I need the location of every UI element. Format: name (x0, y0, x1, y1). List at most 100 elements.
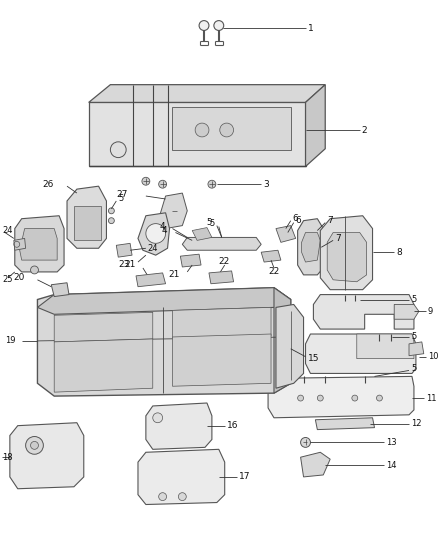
Circle shape (214, 21, 224, 30)
Polygon shape (146, 403, 212, 449)
Text: 20: 20 (13, 273, 25, 282)
Circle shape (208, 180, 216, 188)
Polygon shape (298, 219, 323, 275)
Polygon shape (327, 232, 367, 282)
Polygon shape (20, 229, 57, 260)
Polygon shape (274, 288, 291, 393)
Polygon shape (268, 376, 414, 418)
Polygon shape (14, 238, 26, 250)
Text: 8: 8 (396, 248, 402, 257)
Polygon shape (15, 216, 64, 272)
Text: 17: 17 (239, 472, 250, 481)
Circle shape (377, 395, 382, 401)
Polygon shape (276, 304, 304, 388)
Circle shape (220, 123, 233, 137)
Text: 12: 12 (411, 419, 421, 428)
Polygon shape (315, 418, 374, 430)
Text: 4: 4 (162, 226, 168, 235)
Text: 5: 5 (411, 295, 416, 304)
Text: 16: 16 (227, 421, 238, 430)
Text: 11: 11 (426, 393, 436, 402)
Circle shape (159, 180, 166, 188)
Polygon shape (180, 254, 201, 267)
Polygon shape (173, 308, 271, 339)
Circle shape (153, 413, 162, 423)
Polygon shape (300, 453, 330, 477)
Text: 24: 24 (148, 244, 158, 253)
Text: 21: 21 (125, 260, 136, 269)
Polygon shape (138, 449, 225, 505)
Polygon shape (394, 304, 419, 319)
Text: 5: 5 (411, 364, 416, 373)
Text: 15: 15 (307, 354, 319, 363)
Circle shape (178, 492, 186, 500)
Circle shape (109, 217, 114, 224)
Text: 1: 1 (307, 24, 313, 33)
Polygon shape (117, 244, 132, 257)
Circle shape (110, 142, 126, 158)
Polygon shape (261, 250, 281, 262)
Circle shape (298, 395, 304, 401)
Circle shape (142, 177, 150, 185)
Text: 7: 7 (335, 234, 341, 243)
Polygon shape (306, 334, 416, 374)
Polygon shape (10, 423, 84, 489)
Polygon shape (314, 295, 414, 329)
Circle shape (352, 395, 358, 401)
Polygon shape (138, 213, 170, 255)
Text: 5: 5 (210, 219, 215, 228)
Polygon shape (38, 288, 291, 314)
Polygon shape (160, 193, 187, 229)
Text: 14: 14 (386, 461, 397, 470)
Polygon shape (357, 334, 414, 359)
Circle shape (146, 224, 166, 244)
Polygon shape (38, 288, 291, 396)
Text: 5: 5 (207, 218, 212, 227)
Polygon shape (54, 312, 153, 342)
Circle shape (195, 123, 209, 137)
Text: 2: 2 (362, 125, 367, 134)
Polygon shape (409, 342, 424, 356)
Text: 10: 10 (428, 352, 438, 361)
Circle shape (300, 438, 311, 447)
Polygon shape (51, 283, 69, 296)
Text: 5: 5 (118, 195, 124, 204)
Circle shape (26, 437, 43, 454)
Polygon shape (74, 206, 101, 240)
Text: 3: 3 (263, 180, 269, 189)
Circle shape (199, 21, 209, 30)
Text: 22: 22 (219, 256, 230, 265)
Polygon shape (173, 107, 291, 150)
Text: 9: 9 (428, 307, 433, 316)
Text: 6: 6 (296, 216, 301, 225)
Text: 22: 22 (268, 268, 279, 277)
Text: 19: 19 (5, 336, 15, 345)
Circle shape (318, 395, 323, 401)
Text: 21: 21 (168, 270, 180, 279)
Polygon shape (182, 237, 261, 250)
Polygon shape (136, 273, 166, 287)
Polygon shape (67, 186, 106, 248)
Polygon shape (173, 334, 271, 386)
Polygon shape (54, 339, 153, 392)
Text: 26: 26 (43, 180, 54, 189)
Text: 25: 25 (2, 276, 12, 284)
Polygon shape (209, 271, 233, 284)
Circle shape (31, 266, 39, 274)
Text: 6: 6 (293, 214, 298, 223)
Text: 18: 18 (2, 453, 13, 462)
Circle shape (109, 208, 114, 214)
Polygon shape (306, 85, 325, 166)
Polygon shape (276, 225, 296, 243)
Circle shape (159, 492, 166, 500)
Polygon shape (302, 232, 320, 262)
Polygon shape (192, 228, 212, 240)
Polygon shape (320, 216, 373, 289)
Polygon shape (89, 85, 325, 102)
Text: 13: 13 (386, 438, 397, 447)
Text: 23: 23 (119, 260, 130, 269)
Text: 24: 24 (2, 226, 12, 235)
Text: 4: 4 (160, 222, 166, 231)
Text: 5: 5 (411, 333, 416, 342)
Text: 27: 27 (117, 190, 128, 199)
